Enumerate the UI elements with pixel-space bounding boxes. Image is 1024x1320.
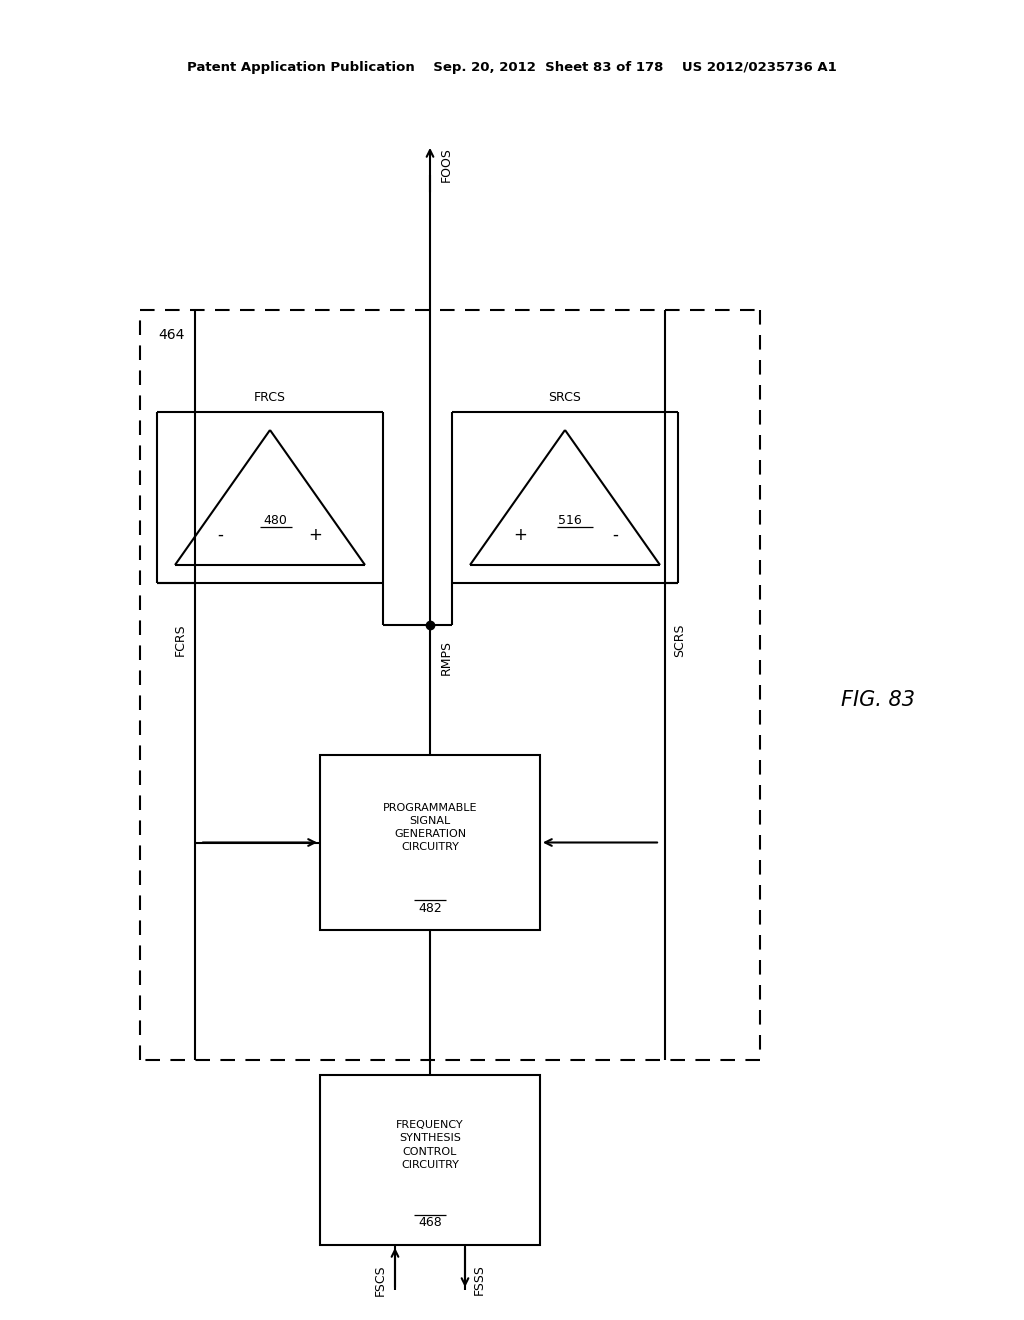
Text: SRCS: SRCS bbox=[549, 391, 582, 404]
Text: -: - bbox=[217, 525, 223, 544]
Text: 468: 468 bbox=[418, 1217, 442, 1229]
Text: 482: 482 bbox=[418, 902, 442, 915]
Text: +: + bbox=[308, 525, 322, 544]
Text: FCRS: FCRS bbox=[174, 623, 187, 656]
Text: 516: 516 bbox=[558, 513, 582, 527]
Text: FSSS: FSSS bbox=[473, 1265, 486, 1295]
Text: FOOS: FOOS bbox=[440, 148, 453, 182]
Text: Patent Application Publication    Sep. 20, 2012  Sheet 83 of 178    US 2012/0235: Patent Application Publication Sep. 20, … bbox=[187, 62, 837, 74]
Text: PROGRAMMABLE
SIGNAL
GENERATION
CIRCUITRY: PROGRAMMABLE SIGNAL GENERATION CIRCUITRY bbox=[383, 803, 477, 853]
Bar bbox=[319, 755, 540, 931]
Text: RMPS: RMPS bbox=[440, 640, 453, 675]
Text: FIG. 83: FIG. 83 bbox=[841, 690, 915, 710]
Text: 480: 480 bbox=[263, 513, 287, 527]
Text: FREQUENCY
SYNTHESIS
CONTROL
CIRCUITRY: FREQUENCY SYNTHESIS CONTROL CIRCUITRY bbox=[396, 1121, 464, 1170]
Text: 464: 464 bbox=[158, 327, 184, 342]
Bar bbox=[319, 1074, 540, 1245]
Text: SCRS: SCRS bbox=[673, 623, 686, 657]
Text: FSCS: FSCS bbox=[374, 1265, 387, 1296]
Text: -: - bbox=[612, 525, 617, 544]
Text: +: + bbox=[513, 525, 527, 544]
Text: FRCS: FRCS bbox=[254, 391, 286, 404]
